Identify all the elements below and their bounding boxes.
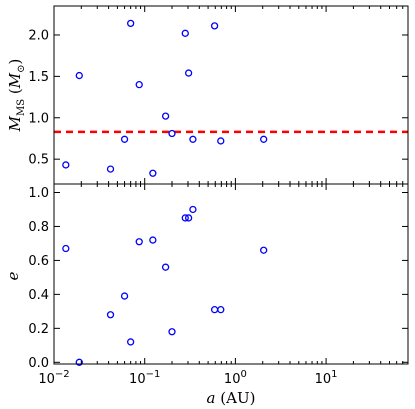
data-point — [62, 244, 70, 253]
data-point — [181, 29, 189, 37]
x-tick-label: 10−1 — [129, 369, 160, 387]
data-point — [168, 129, 176, 138]
data-point — [126, 19, 135, 28]
y-tick-label: 0.8 — [28, 220, 49, 235]
data-point — [161, 112, 170, 120]
bottom-panel: 0.0 0.2 0.4 0.6 0.8 1.0 10−2 10−1 100 101 e a (AU… — [4, 183, 409, 407]
data-point — [184, 69, 193, 77]
x-tick-label: 100 — [224, 369, 247, 387]
data-point — [168, 328, 176, 336]
data-point — [126, 338, 135, 346]
data-point — [75, 71, 83, 80]
data-point — [120, 292, 129, 300]
y-tick-label: 0.4 — [28, 288, 49, 303]
ylabel-unit-close: ) — [6, 59, 24, 65]
data-point — [260, 246, 268, 254]
data-point — [161, 263, 170, 271]
data-point — [62, 161, 70, 169]
y-tick-label: 0.5 — [28, 153, 49, 168]
data-point — [120, 135, 129, 143]
data-point — [189, 205, 197, 214]
top-panel-frame — [53, 5, 409, 185]
data-point — [184, 214, 193, 222]
ylabel-unit-symbol: M — [6, 72, 24, 89]
data-point — [210, 306, 219, 314]
ylabel-symbol: M — [6, 115, 24, 132]
x-axis-label: a (AU) — [207, 389, 256, 407]
bottom-y-axis-label: e — [4, 271, 22, 280]
data-point — [181, 214, 189, 222]
data-point — [149, 236, 157, 244]
ylabel-unit-subscript: ⊙ — [16, 65, 27, 73]
bottom-panel-frame — [53, 183, 409, 365]
data-point — [75, 358, 83, 366]
data-point — [106, 165, 115, 173]
top-y-axis-label: MMS (M⊙) — [6, 59, 27, 133]
x-tick-label: 101 — [315, 369, 338, 387]
data-point — [217, 306, 225, 314]
y-tick-label: 0.6 — [28, 254, 49, 269]
data-point — [189, 135, 197, 143]
xlabel-unit: (AU) — [220, 389, 255, 407]
data-point — [149, 169, 157, 177]
y-tick-label: 1.0 — [28, 111, 49, 126]
top-panel: 0.51.01.52.0 MMS (M⊙) — [6, 5, 409, 185]
y-tick-label: 0.0 — [28, 356, 49, 371]
y-tick-label: 0.2 — [28, 322, 49, 337]
x-tick-label: 10−2 — [38, 369, 69, 387]
y-tick-label: 2.0 — [28, 28, 49, 43]
xlabel-symbol: a — [207, 389, 216, 407]
y-tick-label: 1.5 — [28, 70, 49, 85]
data-point — [106, 311, 115, 319]
ylabel-unit-open: ( — [6, 88, 24, 94]
data-point — [135, 81, 143, 89]
y-tick-label: 1.0 — [28, 186, 49, 201]
ylabel-subscript: MS — [16, 99, 27, 116]
data-point — [210, 22, 219, 30]
data-point — [135, 238, 143, 246]
data-point — [260, 135, 268, 143]
data-point — [217, 137, 225, 145]
